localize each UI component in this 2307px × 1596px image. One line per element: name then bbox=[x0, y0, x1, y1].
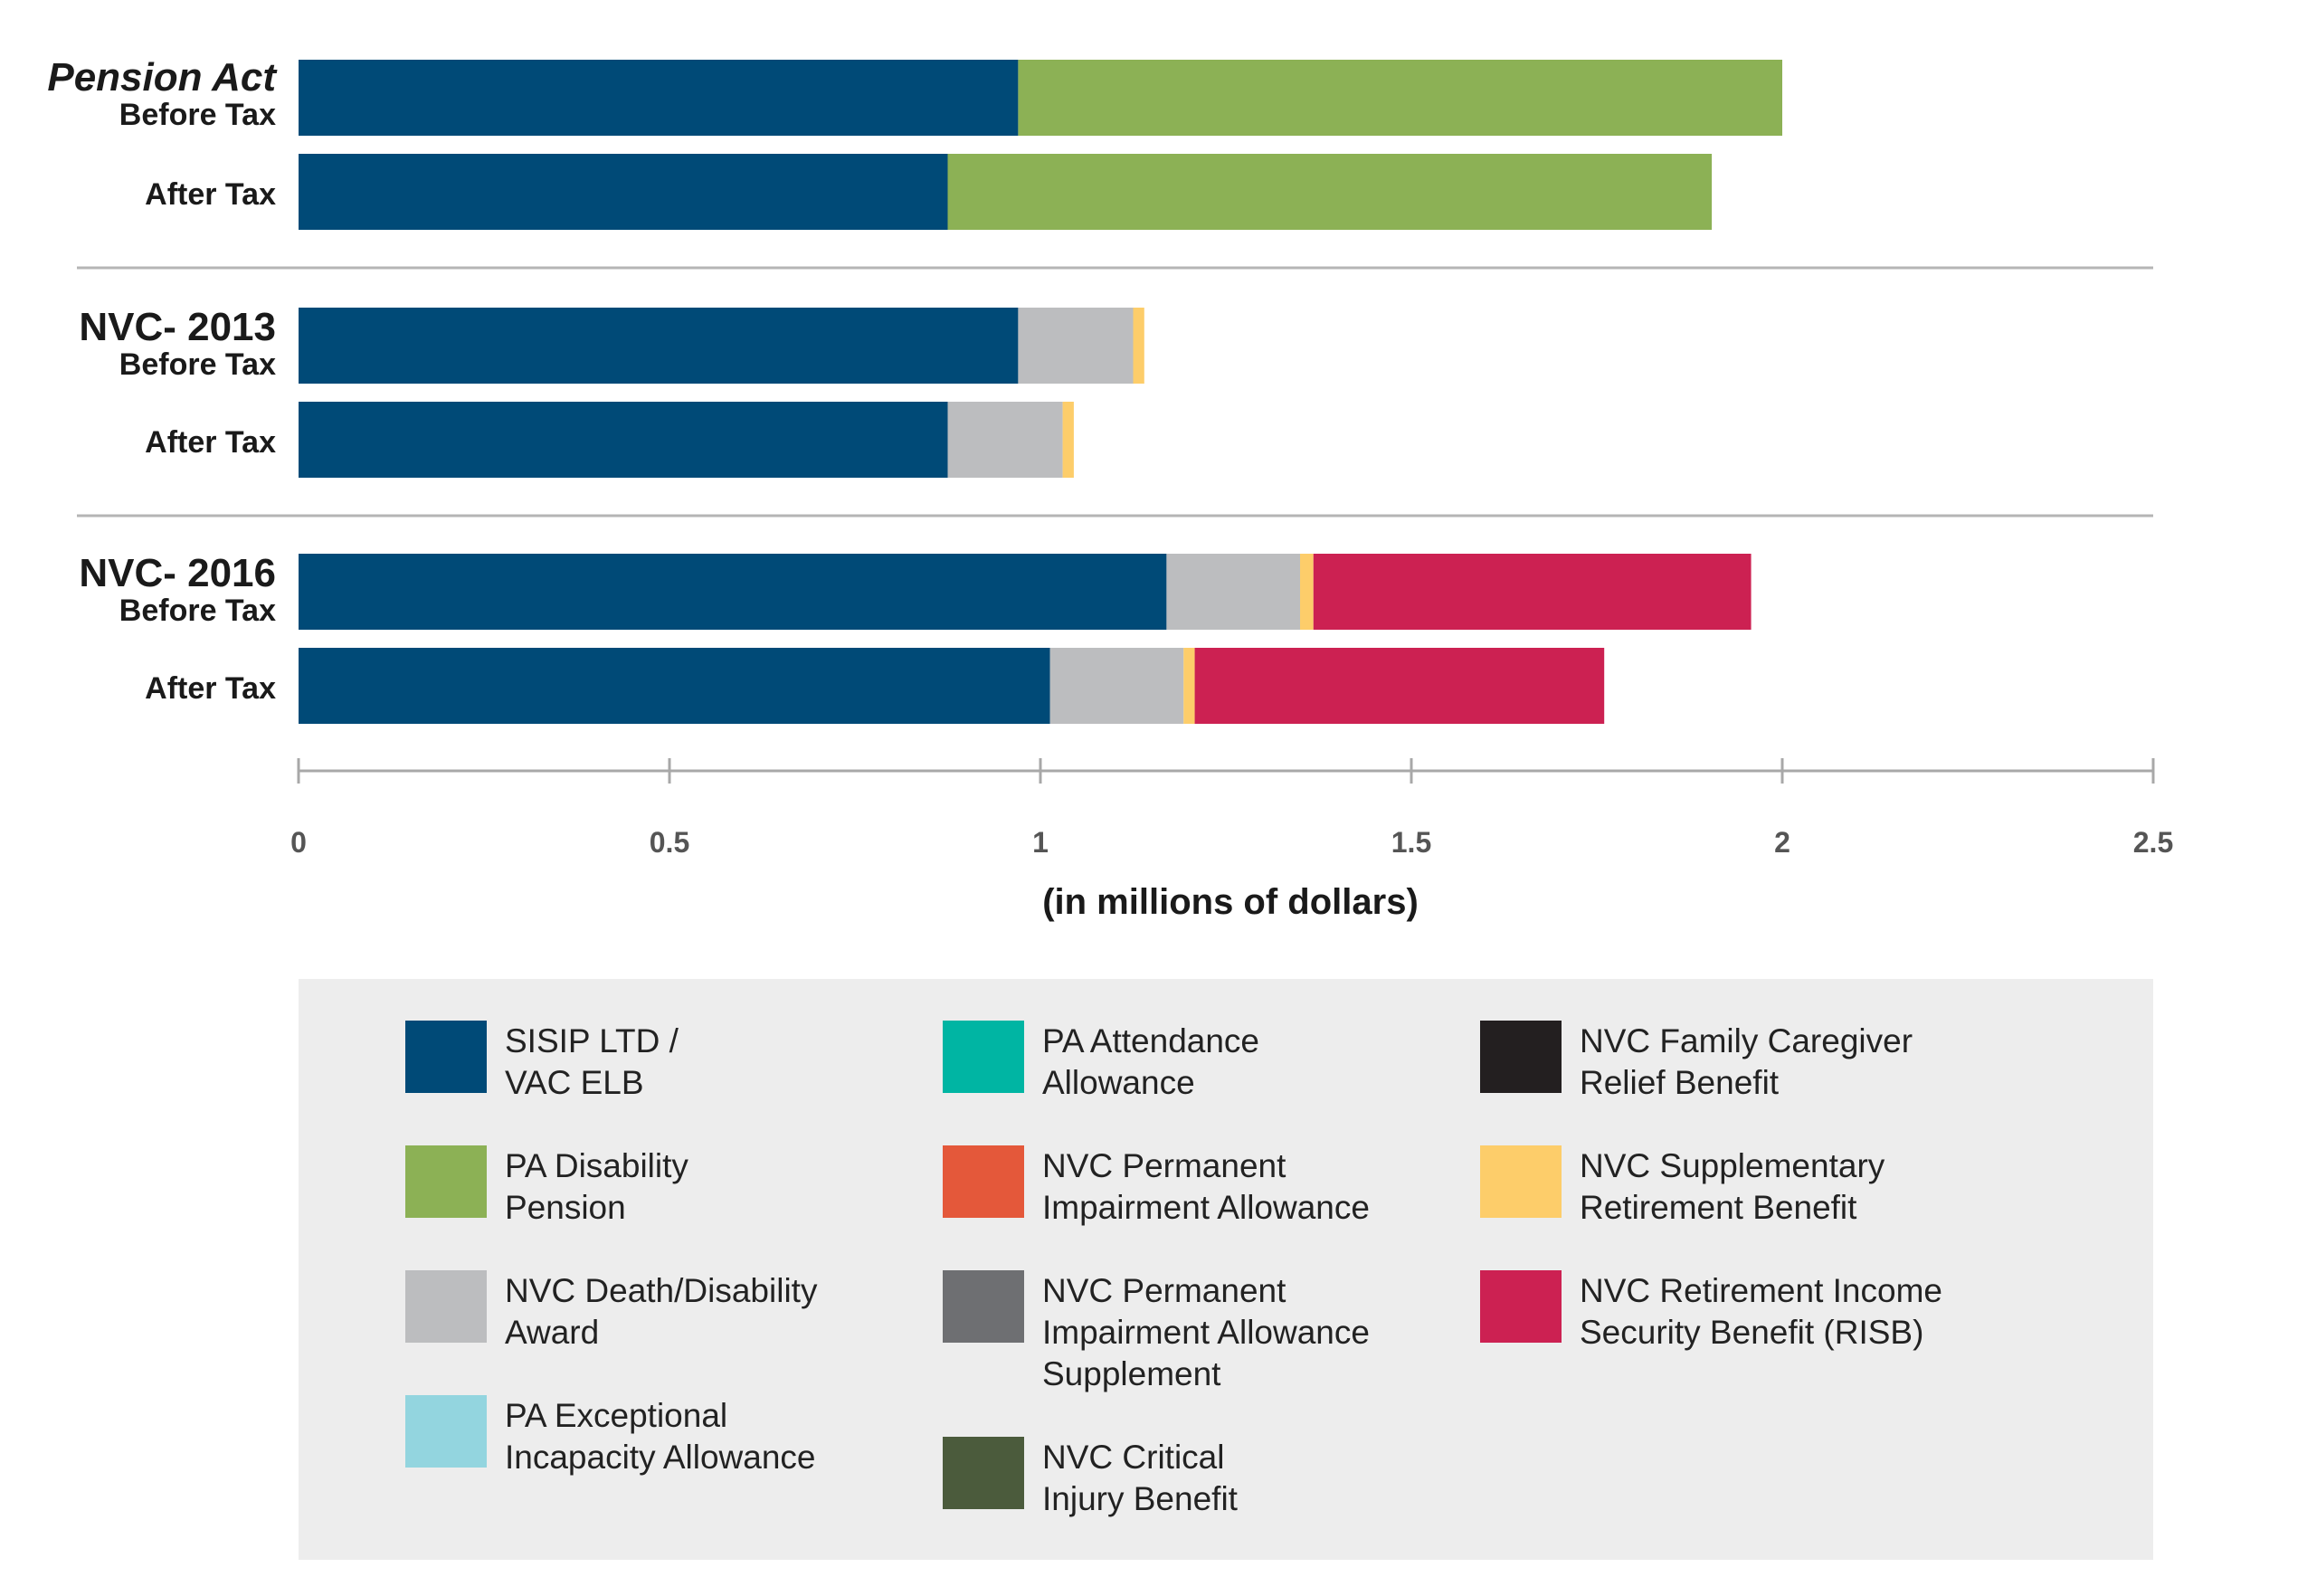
bar-segment bbox=[947, 154, 1713, 230]
legend-label: NVC Retirement Income Security Benefit (… bbox=[1580, 1272, 1942, 1351]
legend-item: NVC Critical Injury Benefit bbox=[943, 1437, 1431, 1520]
legend-swatch bbox=[1480, 1270, 1562, 1343]
bar-segment bbox=[1183, 648, 1195, 724]
group-separators bbox=[77, 266, 2153, 518]
legend-item: SISIP LTD / VAC ELB bbox=[405, 1021, 894, 1104]
bar-segment bbox=[1300, 554, 1314, 630]
x-tick-label: 0 bbox=[290, 826, 307, 859]
bar-segment bbox=[947, 402, 1063, 478]
x-tick-label: 2 bbox=[1774, 826, 1790, 859]
bar-segment bbox=[299, 648, 1050, 724]
bar-segment bbox=[1313, 554, 1752, 630]
bar-segment bbox=[1062, 402, 1074, 478]
row-label: Before Tax bbox=[119, 594, 276, 628]
bar-segment bbox=[1166, 554, 1300, 630]
x-tick-label: 1.5 bbox=[1391, 826, 1431, 859]
group-title: NVC- 2016 bbox=[79, 551, 276, 595]
legend-swatch bbox=[405, 1395, 487, 1468]
legend-swatch bbox=[1480, 1021, 1562, 1093]
legend-label: PA Exceptional Incapacity Allowance bbox=[505, 1397, 816, 1476]
legend-item: NVC Death/Disability Award bbox=[405, 1270, 894, 1354]
legend-item: NVC Permanent Impairment Allowance bbox=[943, 1145, 1431, 1229]
legend-label: NVC Critical Injury Benefit bbox=[1042, 1439, 1238, 1517]
group-title: Pension Act bbox=[47, 55, 278, 100]
bar-segment bbox=[1133, 308, 1144, 384]
bar-segment bbox=[1018, 60, 1782, 136]
bar-segment bbox=[299, 402, 948, 478]
legend-swatch bbox=[405, 1270, 487, 1343]
x-axis-title: (in millions of dollars) bbox=[1042, 882, 1419, 922]
bar-segment bbox=[299, 154, 948, 230]
x-tick-label: 2.5 bbox=[2133, 826, 2173, 859]
group-title: NVC- 2013 bbox=[79, 305, 276, 349]
legend-label: SISIP LTD / VAC ELB bbox=[505, 1022, 679, 1101]
legend-swatch bbox=[405, 1021, 487, 1093]
bars-layer bbox=[299, 60, 1782, 724]
legend-swatch bbox=[1480, 1145, 1562, 1218]
legend-item: PA Attendance Allowance bbox=[943, 1021, 1431, 1104]
x-tick-label: 0.5 bbox=[650, 826, 689, 859]
legend-item: NVC Supplementary Retirement Benefit bbox=[1480, 1145, 1969, 1229]
row-label: After Tax bbox=[145, 425, 276, 460]
row-label: Before Tax bbox=[119, 98, 276, 132]
x-tick-label: 1 bbox=[1032, 826, 1049, 859]
bar-segment bbox=[1049, 648, 1184, 724]
legend-item: PA Exceptional Incapacity Allowance bbox=[405, 1395, 894, 1478]
bar-segment bbox=[299, 308, 1019, 384]
row-label: After Tax bbox=[145, 177, 276, 212]
bar-segment bbox=[1194, 648, 1605, 724]
legend-label: PA Attendance Allowance bbox=[1042, 1022, 1260, 1101]
row-label: After Tax bbox=[145, 671, 276, 706]
legend-swatch bbox=[943, 1021, 1024, 1093]
bar-segment bbox=[299, 554, 1167, 630]
legend: SISIP LTD / VAC ELB PA Disability Pension… bbox=[299, 979, 2153, 1560]
legend-item: NVC Family Caregiver Relief Benefit bbox=[1480, 1021, 1969, 1104]
legend-item: NVC Permanent Impairment Allowance Suppl… bbox=[943, 1270, 1431, 1395]
legend-item: NVC Retirement Income Security Benefit (… bbox=[1480, 1270, 1969, 1354]
legend-swatch bbox=[943, 1145, 1024, 1218]
legend-label: NVC Family Caregiver Relief Benefit bbox=[1580, 1022, 1913, 1101]
legend-item: PA Disability Pension bbox=[405, 1145, 894, 1229]
legend-swatch bbox=[405, 1145, 487, 1218]
legend-label: NVC Permanent Impairment Allowance bbox=[1042, 1147, 1370, 1226]
legend-swatch bbox=[943, 1270, 1024, 1343]
row-label: Before Tax bbox=[119, 347, 276, 382]
x-axis: 0 0.5 1 1.5 2 2.5 bbox=[290, 758, 2173, 859]
bar-segment bbox=[299, 60, 1019, 136]
legend-label: NVC Death/Disability Award bbox=[505, 1272, 818, 1351]
legend-swatch bbox=[943, 1437, 1024, 1509]
bar-segment bbox=[1018, 308, 1134, 384]
legend-label: NVC Supplementary Retirement Benefit bbox=[1580, 1147, 1885, 1226]
legend-label: NVC Permanent Impairment Allowance Suppl… bbox=[1042, 1272, 1370, 1392]
legend-label: PA Disability Pension bbox=[505, 1147, 688, 1226]
